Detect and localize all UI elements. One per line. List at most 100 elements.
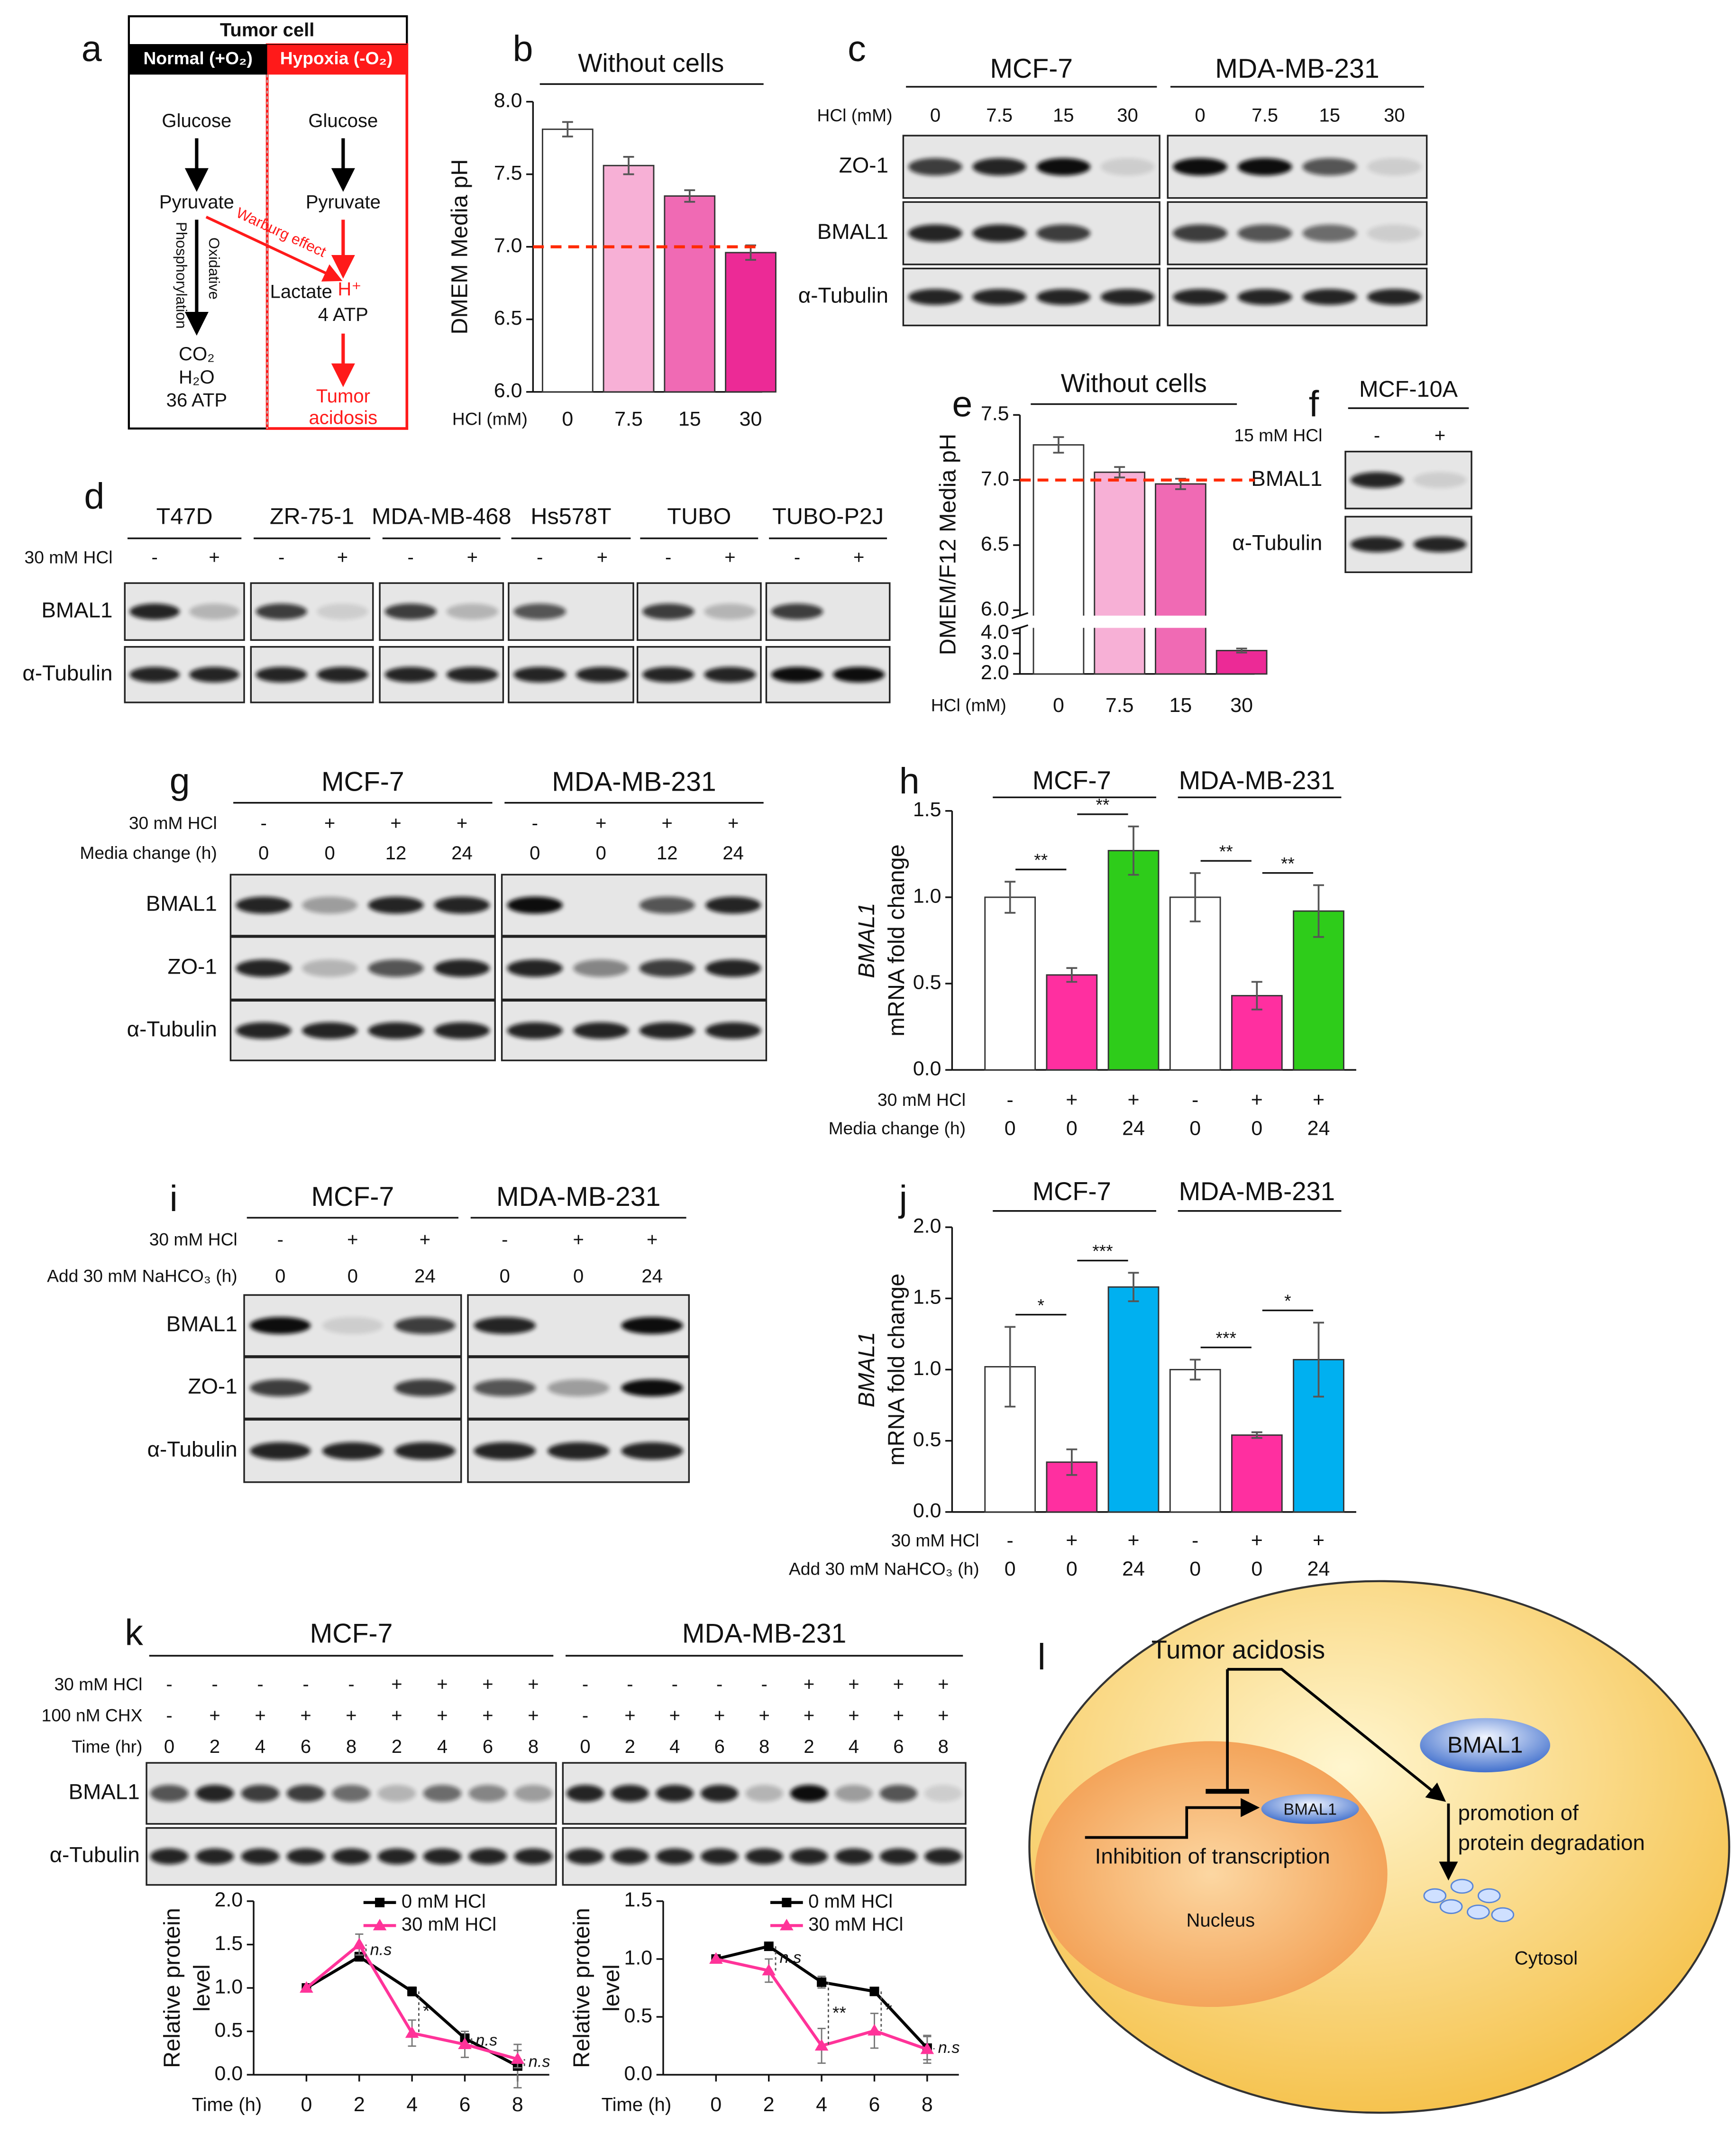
bar	[725, 252, 777, 393]
panel-label: b	[512, 28, 533, 69]
panel-label: d	[84, 476, 104, 517]
arrow-label: Oxidative	[206, 237, 222, 300]
band	[1302, 289, 1357, 305]
band	[639, 896, 695, 914]
band	[972, 158, 1026, 176]
y-tick-label: 1.5	[624, 1888, 652, 1911]
band	[513, 603, 566, 620]
band	[434, 959, 490, 977]
step: Pyruvate	[306, 192, 381, 213]
lane-label: 15	[1053, 105, 1074, 126]
condition-value: +	[1066, 1529, 1078, 1552]
marker	[868, 2024, 881, 2036]
band	[1302, 224, 1357, 242]
band	[1367, 158, 1422, 176]
band	[790, 1785, 828, 1802]
y-axis-label: level	[599, 1964, 624, 2012]
marker	[814, 2039, 829, 2051]
lane-label: 4	[849, 1736, 859, 1757]
band	[1036, 289, 1091, 305]
lane-label: 2	[625, 1736, 635, 1757]
lane-label: 6	[301, 1736, 311, 1757]
group-label: MCF-7	[321, 767, 404, 797]
error-bar	[1128, 825, 1139, 876]
error-bar	[1189, 1358, 1201, 1381]
fragment	[1477, 1888, 1501, 1904]
lane-label: +	[209, 547, 219, 568]
y-tick-label: 8.0	[494, 89, 522, 112]
marker	[764, 1941, 774, 1951]
row-label: α-Tubulin	[1232, 531, 1322, 555]
lane-label: +	[893, 1705, 904, 1726]
condition-value: +	[1313, 1529, 1325, 1552]
lane-label: +	[337, 547, 348, 568]
band	[1350, 472, 1404, 488]
condition-value: -	[1007, 1088, 1014, 1111]
lane-label: +	[437, 1705, 448, 1726]
y-tick-label: 0.5	[214, 2019, 243, 2042]
band	[514, 1785, 553, 1802]
condition-label: 30 mM HCl	[54, 1674, 142, 1694]
group-label: MDA-MB-231	[1179, 1177, 1335, 1206]
x-tick-label: 8	[512, 2093, 523, 2116]
lane-label: +	[624, 1705, 635, 1726]
band	[701, 1848, 739, 1865]
band	[377, 1785, 416, 1802]
row-label: ZO-1	[188, 1374, 237, 1398]
condition-label: 30 mM HCl	[129, 813, 217, 833]
group-label: MCF-7	[1032, 766, 1111, 795]
band	[908, 158, 962, 176]
lane-label: +	[528, 1674, 539, 1695]
lane-label: 24	[414, 1266, 436, 1286]
lane-label: 12	[385, 843, 407, 864]
nucleus	[1034, 1741, 1388, 2007]
significance-label: **	[1219, 841, 1233, 861]
band	[924, 1785, 962, 1802]
row-label: α-Tubulin	[798, 283, 888, 308]
bar	[984, 896, 1036, 1071]
band	[835, 1785, 873, 1802]
significance-label: **	[1096, 794, 1109, 814]
error-bar	[1005, 881, 1016, 914]
error-bar	[684, 189, 695, 203]
x-tick-label: 30	[1230, 694, 1253, 717]
y-tick-label: 1.0	[913, 1357, 941, 1380]
lane-label: -	[582, 1705, 588, 1726]
annotation: n.s	[938, 2039, 960, 2057]
lane-label: 6	[893, 1736, 904, 1757]
title: Tumor cell	[220, 19, 315, 40]
lane-label: +	[647, 1229, 658, 1250]
band	[705, 959, 761, 977]
band	[1350, 537, 1404, 553]
gene-label: BMAL1	[1283, 1800, 1337, 1818]
x-axis-label: Time (h)	[192, 2094, 262, 2115]
lane-label: +	[209, 1705, 220, 1726]
band	[701, 1785, 739, 1802]
y-tick-label: 1.5	[214, 1932, 243, 1955]
group-label: T47D	[156, 504, 213, 529]
condition-value: -	[1192, 1088, 1198, 1111]
condition-value: +	[1066, 1088, 1078, 1111]
lane-label: 0	[573, 1266, 584, 1286]
lane-label: +	[848, 1674, 859, 1695]
lane-label: -	[278, 547, 284, 568]
lane-label: -	[665, 547, 671, 568]
band	[256, 603, 307, 620]
lane-label: 4	[437, 1736, 448, 1757]
x-axis-label: HCl (mM)	[452, 409, 528, 429]
lane-label: -	[408, 547, 414, 568]
marker	[458, 2037, 472, 2050]
band	[468, 1785, 507, 1802]
band	[434, 1022, 490, 1039]
row-label: α-Tubulin	[22, 661, 112, 685]
lane-label: 0	[530, 843, 540, 864]
band	[1237, 158, 1292, 176]
y-tick-label: 6.0	[494, 379, 522, 402]
band	[576, 666, 629, 683]
band	[507, 1022, 563, 1039]
lane-label: 30	[1384, 105, 1405, 126]
lane-label: +	[714, 1705, 725, 1726]
condition-label: 30 mM HCl	[149, 1230, 238, 1249]
protein-label: BMAL1	[1447, 1732, 1523, 1758]
band	[972, 224, 1026, 242]
